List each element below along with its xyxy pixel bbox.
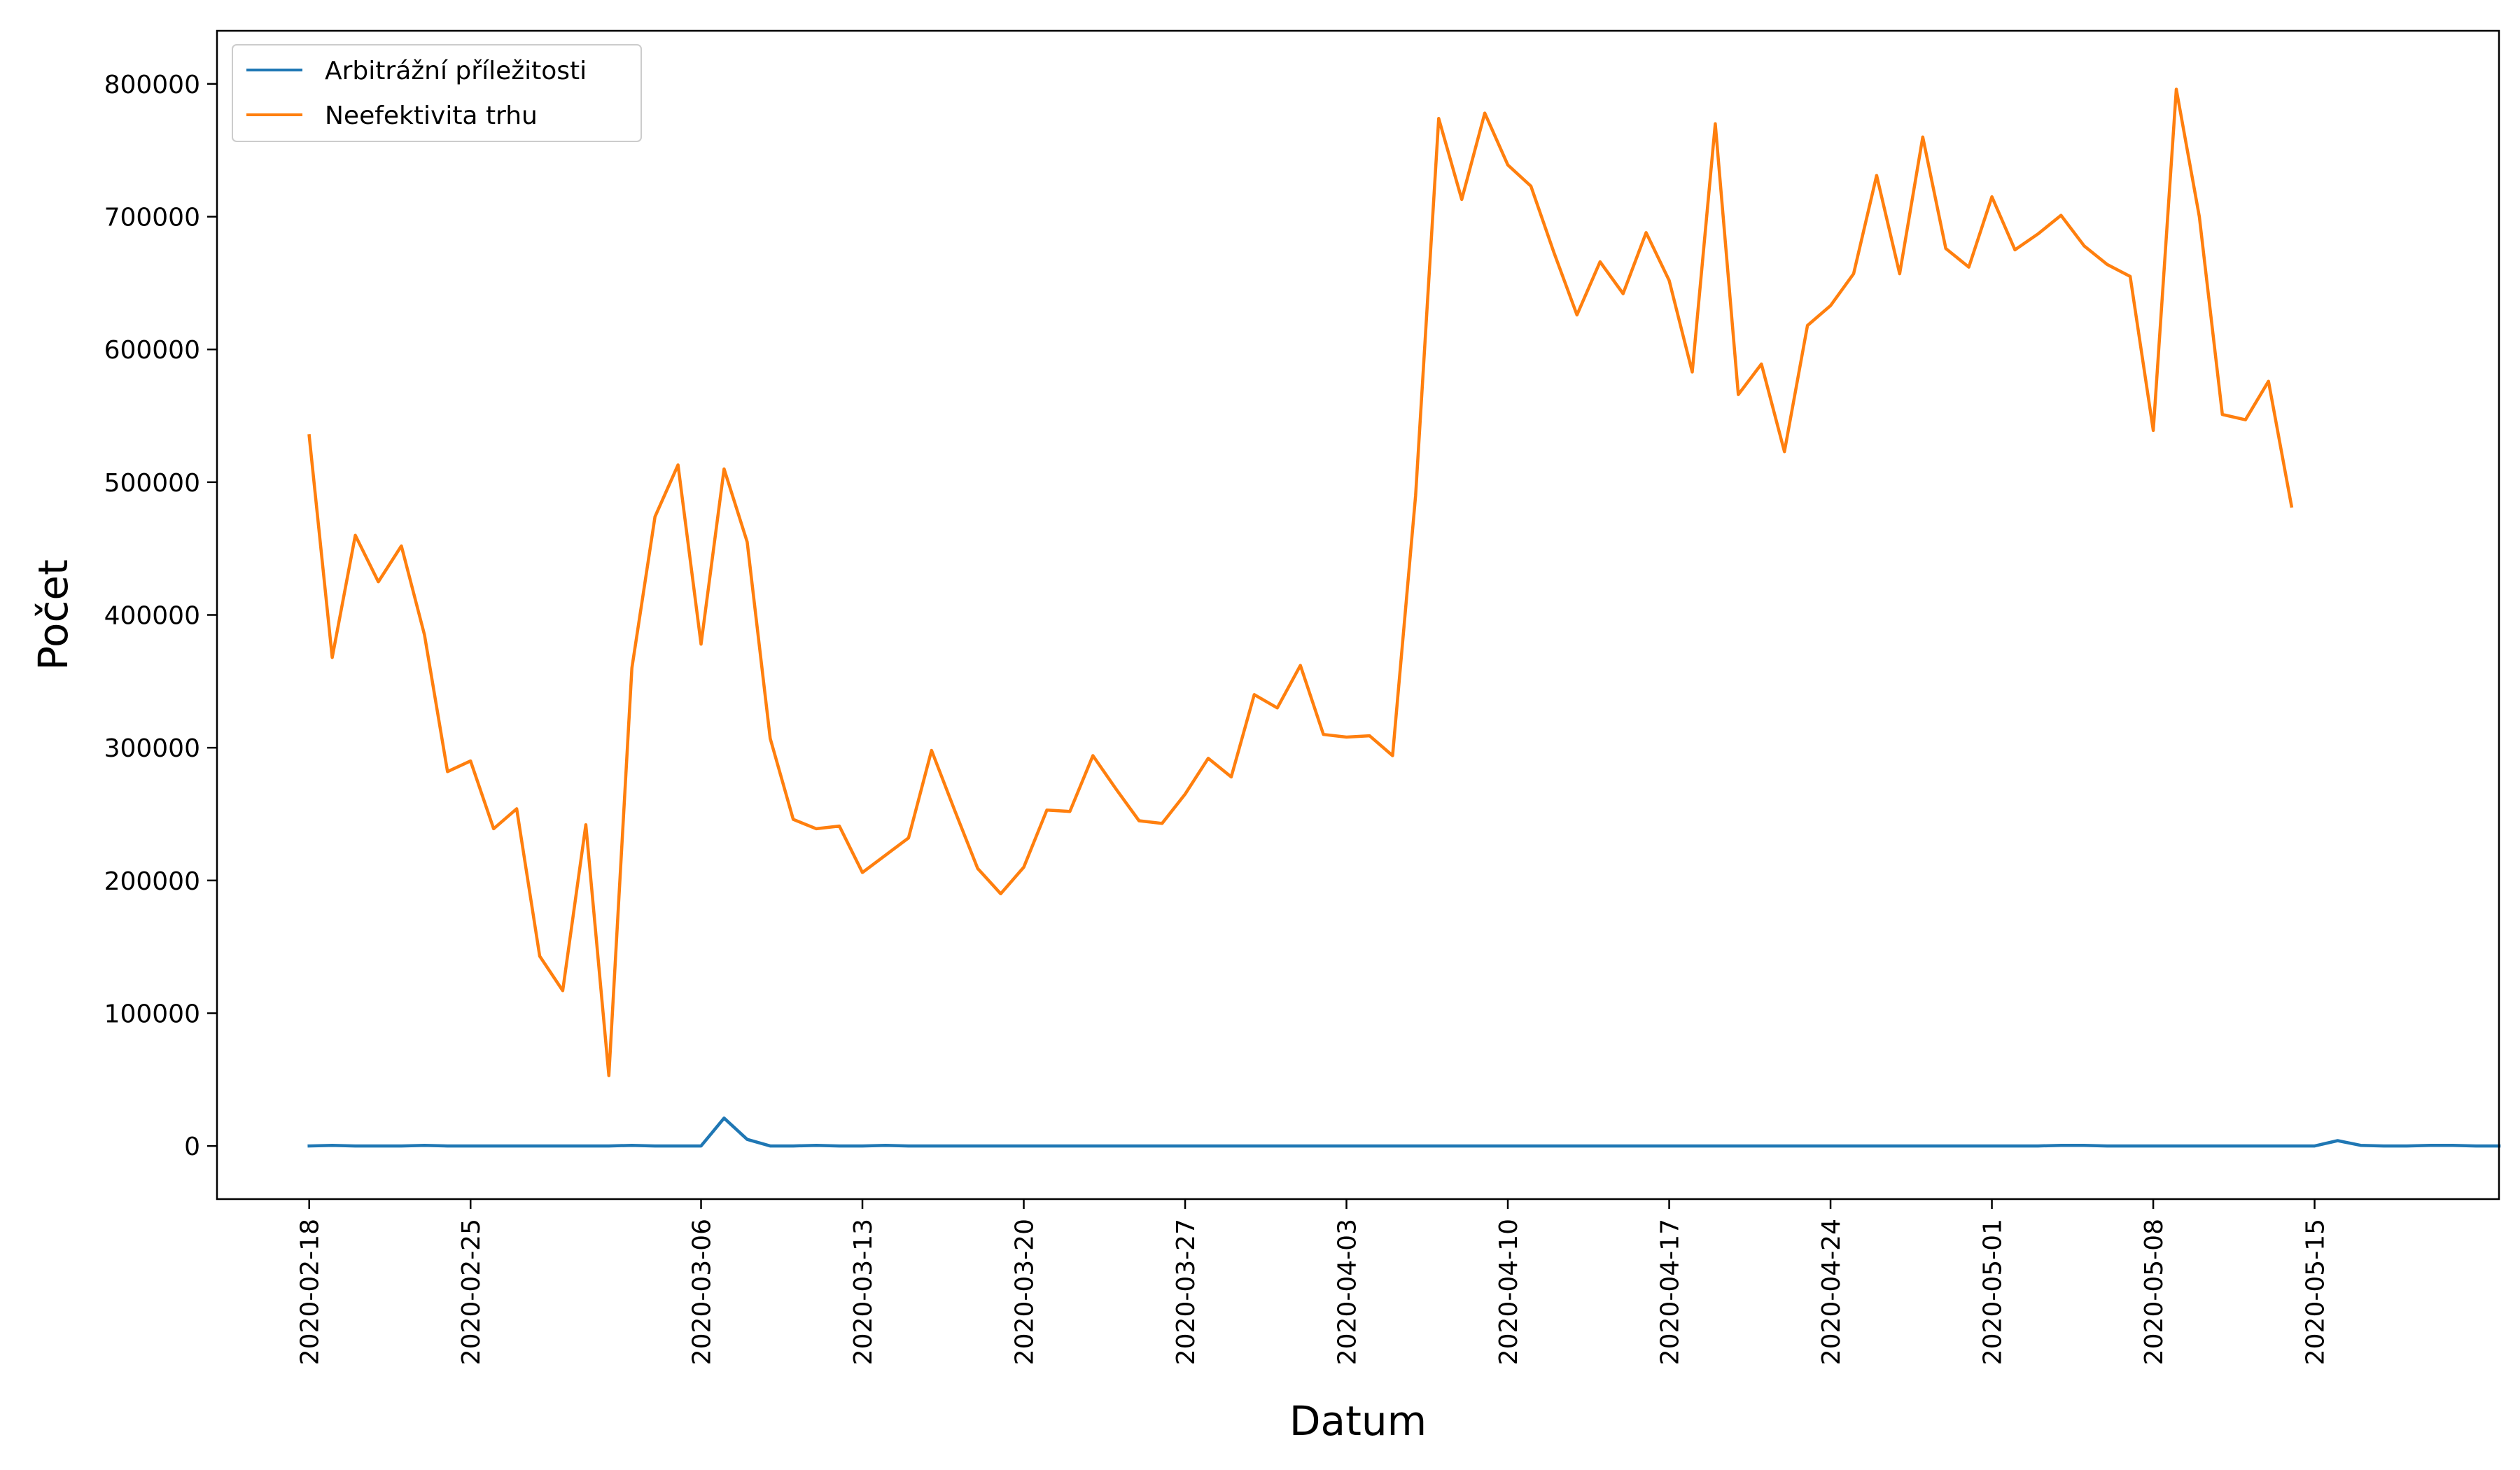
x-tick-label: 2020-03-27 <box>1172 1219 1200 1365</box>
x-tick-label: 2020-03-13 <box>849 1219 878 1365</box>
legend-label-series-1: Neefektivita trhu <box>325 102 538 130</box>
plot-frame <box>216 29 2500 1200</box>
x-tick-label: 2020-03-06 <box>688 1219 717 1365</box>
x-tick-label: 2020-05-08 <box>2140 1219 2169 1365</box>
x-tick-label: 2020-03-20 <box>1011 1219 1040 1365</box>
x-tick-label: 2020-05-15 <box>2302 1219 2330 1365</box>
y-tick-label: 400000 <box>104 602 200 631</box>
ticks-layer: 0 100000 200000 300000 400000 500000 600000 700… <box>104 71 2330 1365</box>
y-axis-title: Počet <box>29 559 77 671</box>
y-tick-label: 800000 <box>104 71 200 99</box>
legend: Arbitrážní příležitosti Neefektivita trh… <box>232 44 642 142</box>
x-tick-label: 2020-02-25 <box>457 1219 486 1365</box>
x-tick-label: 2020-04-17 <box>1656 1219 1685 1365</box>
x-tick-label: 2020-05-01 <box>1979 1219 2008 1365</box>
y-tick-label: 100000 <box>104 1000 200 1028</box>
legend-label-series-0: Arbitrážní příležitosti <box>325 57 587 85</box>
x-tick-label: 2020-04-24 <box>1817 1219 1846 1365</box>
y-tick-label: 500000 <box>104 469 200 498</box>
series-line-0 <box>307 1116 2501 1148</box>
y-tick-label: 0 <box>184 1133 200 1161</box>
y-tick-label: 200000 <box>104 867 200 896</box>
series-layer <box>307 88 2501 1148</box>
x-tick-label: 2020-04-10 <box>1494 1219 1523 1365</box>
x-tick-label: 2020-02-18 <box>296 1219 325 1365</box>
legend-box <box>232 44 642 142</box>
y-tick-label: 600000 <box>104 336 200 365</box>
y-tick-label: 300000 <box>104 734 200 763</box>
series-line-1 <box>307 88 2294 1077</box>
x-tick-label: 2020-04-03 <box>1334 1219 1362 1365</box>
x-axis-title: Datum <box>1289 1397 1427 1445</box>
y-tick-label: 700000 <box>104 204 200 232</box>
